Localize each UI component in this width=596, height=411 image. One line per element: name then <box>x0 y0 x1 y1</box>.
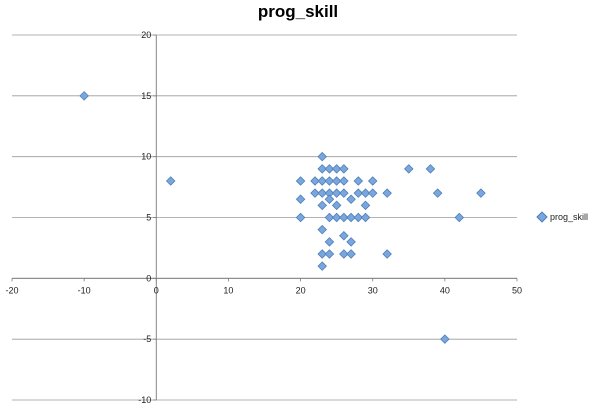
data-point <box>367 188 378 198</box>
y-tick-label: 5 <box>146 213 151 223</box>
data-point <box>317 176 327 186</box>
data-point <box>324 212 335 223</box>
data-point <box>310 188 320 198</box>
data-point <box>331 188 342 198</box>
legend-marker-icon <box>536 211 548 223</box>
data-point <box>454 212 465 223</box>
data-point <box>331 176 342 186</box>
data-point <box>324 237 335 247</box>
data-point <box>317 200 327 211</box>
axes <box>11 34 518 401</box>
x-tick-label: 50 <box>512 285 522 295</box>
data-point <box>367 176 378 186</box>
chart-title: prog_skill <box>257 2 339 21</box>
y-tick-label: 0 <box>146 273 151 283</box>
tick-labels: -10 -5 0 5 10 15 20 -20 -10 0 10 20 30 40 50 <box>5 30 522 405</box>
data-point <box>360 200 371 211</box>
data-point <box>324 164 335 174</box>
data-point <box>346 194 356 205</box>
legend-label: prog_skill <box>550 212 589 222</box>
data-point <box>295 212 306 223</box>
data-point <box>331 164 342 174</box>
data-point <box>165 176 176 186</box>
data-point <box>317 164 327 174</box>
data-point <box>440 334 450 344</box>
data-point <box>360 212 371 223</box>
x-tick-label: -10 <box>78 285 91 295</box>
data-point <box>317 249 327 259</box>
data-point <box>339 188 349 198</box>
data-point <box>295 176 306 186</box>
data-point <box>317 151 327 162</box>
data-point <box>346 237 356 247</box>
data-point <box>432 188 443 198</box>
data-point <box>425 164 436 174</box>
data-points <box>79 91 486 344</box>
data-point <box>353 212 364 223</box>
data-point <box>339 230 349 241</box>
gridlines <box>12 34 517 401</box>
data-point <box>476 188 486 198</box>
data-point <box>346 212 356 223</box>
data-point <box>317 224 327 235</box>
x-tick-label: 40 <box>440 285 450 295</box>
data-point <box>339 164 349 174</box>
data-point <box>382 188 392 198</box>
data-point <box>331 200 342 211</box>
x-tick-label: 30 <box>368 285 378 295</box>
y-tick-label: 10 <box>141 152 151 162</box>
x-tick-label: 0 <box>154 285 159 295</box>
y-tick-label: 15 <box>141 91 151 101</box>
data-point <box>310 176 320 186</box>
data-point <box>317 261 327 271</box>
data-point <box>382 249 392 259</box>
data-point <box>324 249 335 259</box>
data-point <box>339 176 349 186</box>
data-point <box>79 91 89 101</box>
data-point <box>331 212 342 223</box>
y-tick-label: 20 <box>141 30 151 40</box>
data-point <box>346 249 356 259</box>
x-tick-label: -20 <box>5 285 18 295</box>
data-point <box>295 194 306 205</box>
data-point <box>339 249 349 259</box>
data-point <box>404 164 414 174</box>
data-point <box>324 176 335 186</box>
x-tick-label: 20 <box>296 285 306 295</box>
data-point <box>317 188 327 198</box>
data-point <box>353 176 364 186</box>
legend: prog_skill <box>536 211 589 223</box>
y-tick-label: -10 <box>138 395 151 405</box>
data-point <box>353 188 364 198</box>
data-point <box>360 188 371 198</box>
data-point <box>339 212 349 223</box>
x-tick-label: 10 <box>223 285 233 295</box>
y-tick-label: -5 <box>143 334 151 344</box>
data-point <box>324 194 335 205</box>
